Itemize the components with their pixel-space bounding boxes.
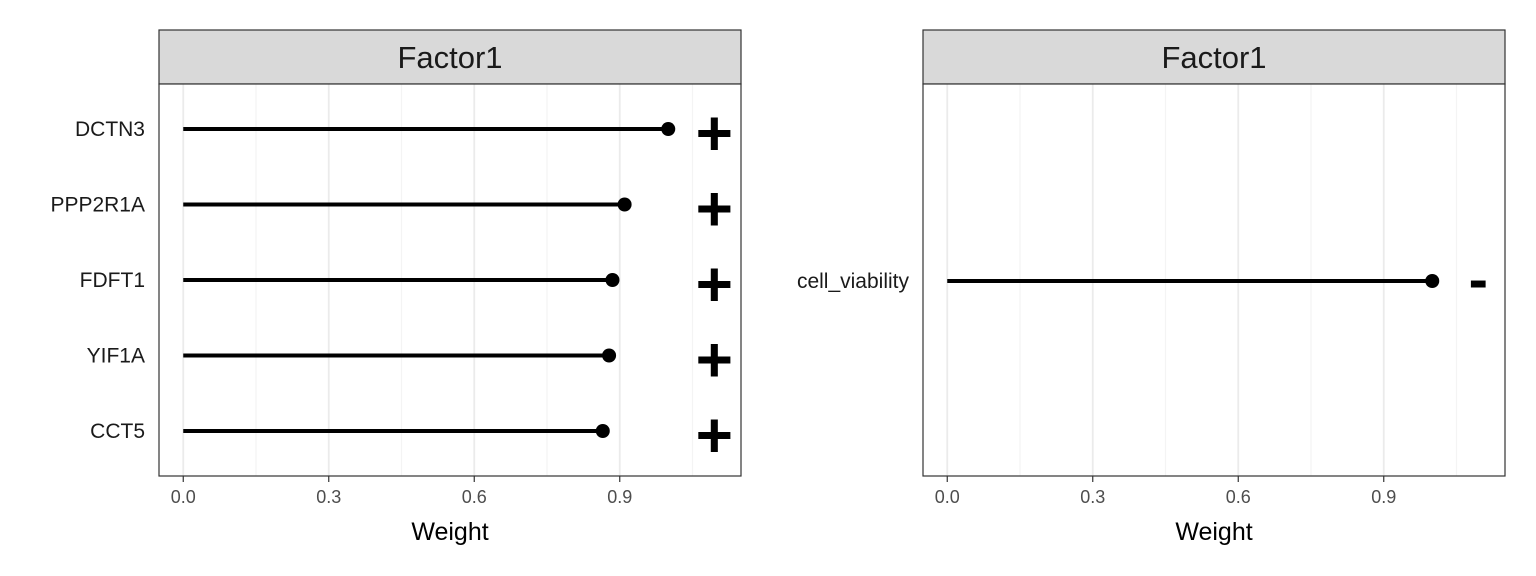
x-tick-label: 0.3 — [1080, 487, 1105, 507]
y-tick-label: FDFT1 — [80, 269, 145, 292]
y-tick-label: DCTN3 — [75, 118, 145, 141]
panel-2: Factor1 cell_viability - 0.0 0.3 0.6 0.9 Weight — [797, 29, 1506, 546]
x-tick-label: 0.0 — [935, 487, 960, 507]
lollipop-point — [595, 424, 610, 438]
lollipop-point — [661, 122, 676, 136]
x-tick-label: 0.3 — [316, 487, 341, 507]
x-axis-title: Weight — [1175, 518, 1252, 546]
x-axis-title: Weight — [411, 518, 488, 546]
panel-1: Factor1 DCTN3 + PPP2R1A + FDFT1 + YIF1A + CCT5 +0.… — [50, 29, 742, 546]
sign-marker: - — [1469, 247, 1488, 312]
lollipop-point — [617, 197, 632, 212]
lollipop-point — [605, 273, 620, 287]
strip-header — [922, 29, 1506, 85]
strip-title: Factor1 — [397, 40, 502, 75]
sign-marker: + — [696, 97, 733, 169]
y-tick-label: CCT5 — [90, 420, 145, 443]
x-tick-label: 0.9 — [1371, 487, 1396, 507]
x-tick-label: 0.6 — [462, 487, 487, 507]
strip-title: Factor1 — [1161, 40, 1266, 75]
y-tick-label: PPP2R1A — [50, 194, 145, 217]
lollipop-point — [1425, 274, 1440, 288]
y-tick-label: cell_viability — [797, 270, 910, 293]
x-tick-label: 0.9 — [607, 487, 632, 507]
strip-header — [158, 29, 742, 85]
sign-marker: + — [696, 173, 733, 245]
x-tick-label: 0.0 — [171, 487, 196, 507]
panel-frame — [158, 83, 742, 477]
panel-frame — [922, 83, 1506, 477]
sign-marker: + — [696, 248, 733, 320]
sign-marker: + — [696, 324, 733, 396]
sign-marker: + — [696, 399, 733, 471]
lollipop-point — [602, 348, 617, 363]
x-tick-label: 0.6 — [1226, 487, 1251, 507]
y-tick-label: YIF1A — [87, 345, 145, 368]
